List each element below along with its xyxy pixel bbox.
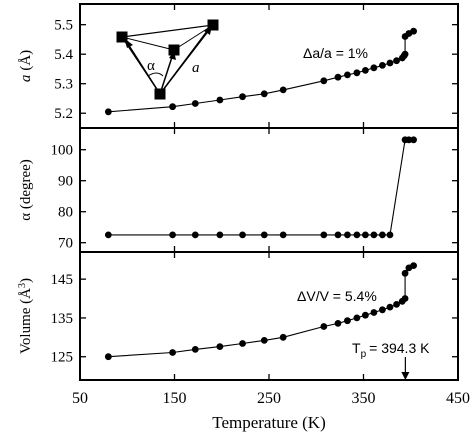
y-tick-label: 135	[51, 311, 74, 327]
panel-a-ylabel: a(Å)	[18, 50, 34, 82]
data-point	[260, 337, 268, 344]
y-tick-label: 70	[58, 236, 73, 252]
data-point	[169, 103, 177, 111]
data-point	[216, 231, 224, 239]
data-point	[320, 77, 328, 85]
data-point	[191, 231, 199, 239]
inset-atom	[154, 88, 166, 100]
data-point	[334, 231, 342, 239]
y-tick-label: 5.3	[54, 77, 73, 93]
data-point	[344, 231, 351, 239]
data-point	[405, 136, 413, 144]
data-point	[104, 108, 112, 116]
data-point	[370, 309, 378, 316]
inset-edge	[121, 36, 175, 51]
data-point	[386, 59, 394, 67]
inset-diagram	[116, 19, 219, 100]
data-point	[104, 231, 112, 239]
panel-alpha-frame	[79, 127, 459, 253]
data-point	[353, 231, 361, 239]
x-axis-ticks: 50 150 250 350 450	[72, 4, 470, 407]
panel-a: 5.2 5.3 5.4 5.5	[54, 18, 458, 122]
panel-volume-ylabel: Volume (Å3)	[17, 278, 35, 354]
data-point	[216, 343, 224, 350]
x-tick-label: 250	[257, 390, 281, 407]
data-point	[169, 231, 177, 239]
data-point	[344, 317, 351, 325]
y-tick-label: 100	[51, 143, 74, 159]
data-point	[410, 136, 417, 144]
inset-a-label: a	[192, 60, 200, 76]
data-point	[393, 57, 400, 65]
data-point	[279, 333, 287, 341]
data-point	[334, 73, 342, 81]
x-tick-label: 450	[446, 390, 470, 407]
data-point	[239, 231, 246, 239]
data-point	[370, 64, 378, 72]
inset-alpha-label: α	[147, 58, 155, 74]
data-point	[410, 262, 417, 269]
x-axis-label: Temperature (K)	[212, 413, 326, 432]
panel-volume-annotation: ΔV/V = 5.4%	[297, 288, 377, 304]
data-point	[401, 269, 409, 277]
data-point	[386, 303, 394, 311]
inset-angle-arc	[147, 72, 164, 77]
y-tick-label: 125	[51, 350, 74, 366]
data-point	[169, 349, 177, 356]
data-point	[279, 231, 287, 239]
x-tick-label: 350	[352, 390, 376, 407]
data-point	[379, 62, 386, 69]
inset-arrow	[159, 56, 173, 95]
data-point	[361, 67, 369, 74]
data-point	[361, 311, 369, 319]
data-point	[279, 86, 287, 94]
y-tick-label: 90	[58, 174, 73, 190]
data-point	[260, 90, 268, 98]
inset-arrow	[127, 43, 161, 95]
data-point	[191, 100, 199, 107]
data-point	[410, 27, 417, 35]
data-point	[260, 231, 268, 239]
x-tick-label: 150	[163, 390, 187, 407]
tp-label: Tp = 394.3 K	[352, 340, 430, 360]
data-point	[361, 231, 369, 239]
data-point	[216, 96, 224, 104]
data-point	[353, 69, 361, 77]
data-point	[320, 231, 328, 239]
x-tick-label: 50	[72, 390, 88, 407]
y-tick-label: 5.2	[54, 106, 73, 122]
data-point	[320, 323, 328, 330]
panel-alpha: 70 80 90 100	[51, 136, 458, 252]
inset-atom	[168, 44, 180, 56]
y-tick-label: 80	[58, 205, 73, 221]
inset-atom	[207, 19, 219, 31]
data-point	[344, 71, 351, 79]
panel-volume-frame	[79, 251, 459, 381]
data-point	[401, 295, 409, 302]
inset-arrow	[159, 29, 209, 95]
panel-a-annotation: Δa/a = 1%	[303, 45, 368, 61]
data-point	[379, 306, 386, 314]
data-point	[239, 93, 246, 101]
y-tick-label: 5.4	[54, 47, 73, 63]
data-point	[239, 340, 246, 347]
inset-atom	[116, 31, 128, 43]
data-point	[401, 50, 409, 58]
panel-volume: 125 135 145	[51, 262, 458, 366]
data-point	[379, 231, 386, 239]
series-line	[108, 265, 414, 358]
data-point	[370, 231, 378, 239]
data-point	[393, 301, 400, 308]
data-point	[353, 314, 361, 322]
data-point	[104, 353, 112, 361]
data-point	[334, 320, 342, 327]
y-tick-label: 145	[51, 272, 74, 288]
data-point	[191, 346, 199, 353]
series-line	[108, 139, 414, 236]
panel-alpha-ylabel: α (degree)	[18, 159, 34, 221]
tp-arrow-head	[401, 372, 410, 380]
data-point	[386, 231, 394, 239]
y-tick-label: 5.5	[54, 18, 73, 34]
